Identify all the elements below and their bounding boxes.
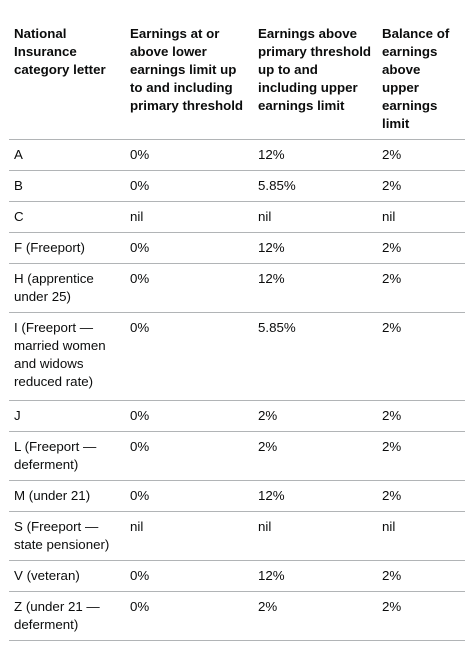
cell-lower-to-primary: nil [125,511,253,561]
cell-primary-to-upper: 2% [253,431,377,481]
cell-above-upper: 2% [377,170,465,202]
cell-category: L (Freeport — deferment) [9,431,125,481]
cell-primary-to-upper: 12% [253,480,377,512]
table-row: H (apprentice under 25) 0% 12% 2% [9,263,465,313]
cell-primary-to-upper: 12% [253,560,377,592]
cell-above-upper: nil [377,511,465,561]
cell-above-upper: 2% [377,480,465,512]
cell-category: J [9,400,125,432]
cell-primary-to-upper: 12% [253,232,377,264]
cell-primary-to-upper: 12% [253,139,377,171]
cell-category: Z (under 21 — deferment) [9,591,125,641]
cell-lower-to-primary: 0% [125,263,253,313]
cell-lower-to-primary: 0% [125,480,253,512]
header-above-upper: Balance of earnings above upper earnings… [377,19,465,140]
table-row: C nil nil nil [9,201,465,233]
cell-above-upper: 2% [377,431,465,481]
cell-lower-to-primary: 0% [125,431,253,481]
table-row: V (veteran) 0% 12% 2% [9,560,465,592]
cell-above-upper: 2% [377,312,465,401]
table-row: M (under 21) 0% 12% 2% [9,480,465,512]
table-body: A 0% 12% 2% B 0% 5.85% 2% C nil nil nil … [9,139,465,641]
cell-category: F (Freeport) [9,232,125,264]
table-row: Z (under 21 — deferment) 0% 2% 2% [9,591,465,641]
table-row: A 0% 12% 2% [9,139,465,171]
table-row: S (Freeport — state pensioner) nil nil n… [9,511,465,561]
cell-category: I (Freeport — married women and widows r… [9,312,125,401]
ni-rates-table: National Insurance category letter Earni… [9,19,465,641]
cell-lower-to-primary: 0% [125,312,253,401]
table-header: National Insurance category letter Earni… [9,19,465,140]
cell-lower-to-primary: nil [125,201,253,233]
cell-above-upper: 2% [377,400,465,432]
header-category-letter: National Insurance category letter [9,19,125,140]
header-row: National Insurance category letter Earni… [9,19,465,140]
cell-lower-to-primary: 0% [125,139,253,171]
cell-primary-to-upper: 5.85% [253,170,377,202]
cell-above-upper: nil [377,201,465,233]
header-primary-to-upper: Earnings above primary threshold up to a… [253,19,377,140]
cell-primary-to-upper: 12% [253,263,377,313]
cell-above-upper: 2% [377,560,465,592]
table-row: B 0% 5.85% 2% [9,170,465,202]
cell-category: B [9,170,125,202]
cell-lower-to-primary: 0% [125,591,253,641]
header-lower-to-primary: Earnings at or above lower earnings limi… [125,19,253,140]
table-row: J 0% 2% 2% [9,400,465,432]
cell-above-upper: 2% [377,232,465,264]
cell-category: H (apprentice under 25) [9,263,125,313]
table-row: F (Freeport) 0% 12% 2% [9,232,465,264]
cell-primary-to-upper: 2% [253,591,377,641]
cell-above-upper: 2% [377,591,465,641]
cell-category: C [9,201,125,233]
cell-above-upper: 2% [377,263,465,313]
cell-above-upper: 2% [377,139,465,171]
table-row: I (Freeport — married women and widows r… [9,312,465,401]
table-row: L (Freeport — deferment) 0% 2% 2% [9,431,465,481]
cell-primary-to-upper: nil [253,511,377,561]
cell-category: M (under 21) [9,480,125,512]
cell-primary-to-upper: 5.85% [253,312,377,401]
cell-category: A [9,139,125,171]
cell-lower-to-primary: 0% [125,400,253,432]
cell-primary-to-upper: 2% [253,400,377,432]
cell-lower-to-primary: 0% [125,232,253,264]
cell-category: S (Freeport — state pensioner) [9,511,125,561]
cell-category: V (veteran) [9,560,125,592]
cell-lower-to-primary: 0% [125,560,253,592]
cell-lower-to-primary: 0% [125,170,253,202]
cell-primary-to-upper: nil [253,201,377,233]
